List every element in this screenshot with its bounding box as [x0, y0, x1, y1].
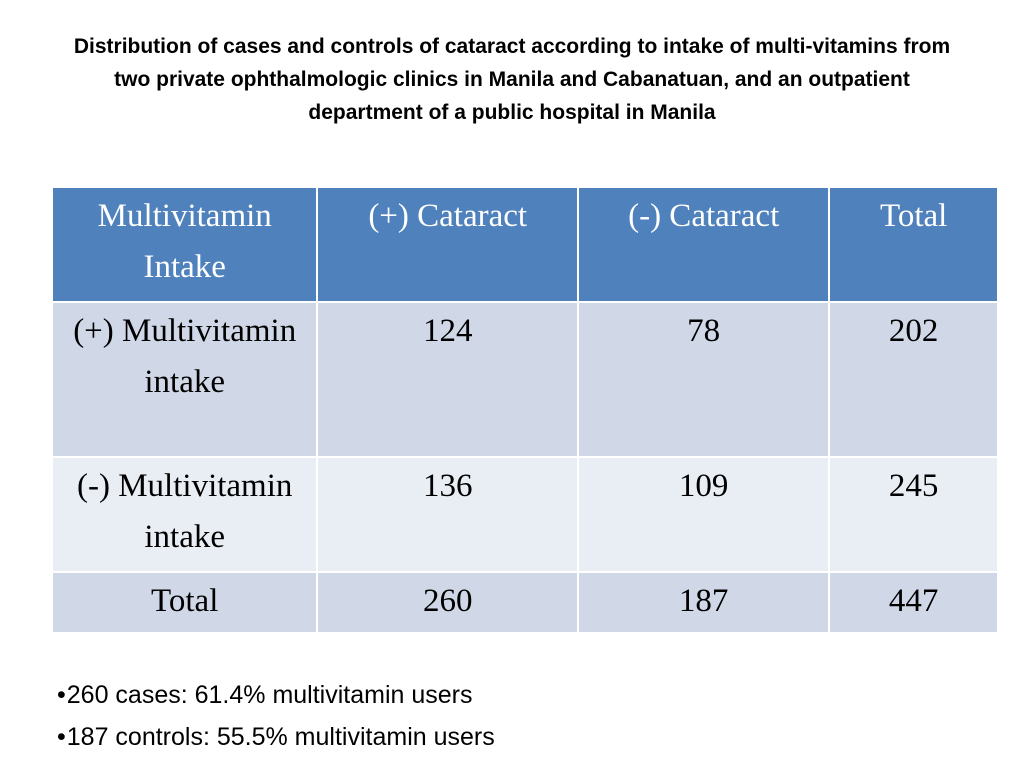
data-table: Multivitamin Intake (+) Cataract (-) Cat…: [50, 186, 999, 634]
note-controls: 187 controls: 55.5% multivitamin users: [57, 716, 495, 758]
cell-value: 202: [828, 301, 999, 458]
row-label-total: Total: [50, 571, 319, 634]
row-label-negative-multivitamin: (-) Multivitamin intake: [50, 456, 319, 573]
cell-value: 78: [576, 301, 831, 458]
table-row-total: Total 260 187 447: [50, 571, 999, 634]
slide-title: Distribution of cases and controls of ca…: [73, 35, 951, 124]
header-multivitamin-intake: Multivitamin Intake: [50, 186, 319, 303]
row-label-positive-multivitamin: (+) Multivitamin intake: [50, 301, 319, 458]
table-row: (-) Multivitamin intake 136 109 245: [50, 456, 999, 573]
table-row: (+) Multivitamin intake 124 78 202: [50, 301, 999, 458]
table-header-row: Multivitamin Intake (+) Cataract (-) Cat…: [50, 186, 999, 303]
notes-list: 260 cases: 61.4% multivitamin users 187 …: [57, 674, 495, 758]
cell-value: 260: [316, 571, 579, 634]
cell-value: 109: [576, 456, 831, 573]
cell-value: 447: [828, 571, 999, 634]
header-negative-cataract: (-) Cataract: [576, 186, 831, 303]
cell-value: 245: [828, 456, 999, 573]
header-total: Total: [828, 186, 999, 303]
cell-value: 124: [316, 301, 579, 458]
cell-value: 136: [316, 456, 579, 573]
header-positive-cataract: (+) Cataract: [316, 186, 579, 303]
cell-value: 187: [576, 571, 831, 634]
note-cases: 260 cases: 61.4% multivitamin users: [57, 674, 495, 716]
